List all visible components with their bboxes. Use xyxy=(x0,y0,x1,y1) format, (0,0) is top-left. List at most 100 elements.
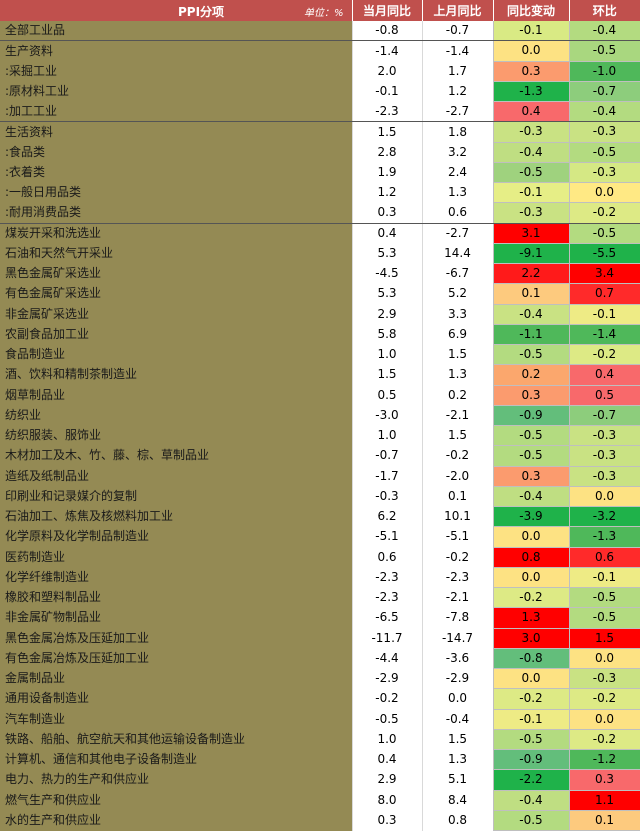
table-row: 化学纤维制造业 -2.3 -2.3 0.0 -0.1 xyxy=(0,567,640,589)
row-current-yoy: 8.0 xyxy=(351,790,422,811)
table-row: :采掘工业 2.0 1.7 0.3 -1.0 xyxy=(0,61,640,82)
table-title: PPI分项 xyxy=(178,5,225,19)
header-prev-yoy: 上月同比 xyxy=(422,0,494,21)
header-mom: 环比 xyxy=(569,0,640,21)
row-prev-yoy: 1.2 xyxy=(421,81,493,102)
row-name: :衣着类 xyxy=(0,162,352,183)
row-yoy-change: -0.1 xyxy=(492,21,569,42)
row-name: 非金属矿采选业 xyxy=(0,304,352,325)
row-yoy-change: -0.9 xyxy=(492,405,569,427)
row-yoy-change: 0.3 xyxy=(492,61,569,82)
table-row: 水的生产和供应业 0.3 0.8 -0.5 0.1 xyxy=(0,810,640,831)
row-yoy-change: -0.2 xyxy=(492,587,569,609)
row-prev-yoy: -2.9 xyxy=(421,668,493,689)
row-current-yoy: -2.3 xyxy=(351,101,422,123)
row-yoy-change: -0.4 xyxy=(492,790,569,811)
row-prev-yoy: -5.1 xyxy=(421,526,493,547)
row-prev-yoy: 1.5 xyxy=(421,729,493,750)
row-yoy-change: 0.0 xyxy=(492,668,569,690)
row-yoy-change: -0.5 xyxy=(492,810,569,831)
header-name-cell: PPI分项 单位：% xyxy=(0,0,353,21)
row-yoy-change: 0.3 xyxy=(492,385,569,406)
table-row: 金属制品业 -2.9 -2.9 0.0 -0.3 xyxy=(0,668,640,690)
row-current-yoy: -1.7 xyxy=(351,466,422,487)
row-name: 有色金属矿采选业 xyxy=(0,283,352,304)
row-prev-yoy: 1.3 xyxy=(421,749,493,770)
row-mom: 0.0 xyxy=(568,709,640,730)
row-yoy-change: -0.4 xyxy=(492,142,569,163)
row-current-yoy: 5.3 xyxy=(351,283,422,304)
row-name: 金属制品业 xyxy=(0,668,352,689)
row-prev-yoy: -0.7 xyxy=(421,21,493,42)
row-mom: -5.5 xyxy=(568,243,640,265)
row-name: 化学纤维制造业 xyxy=(0,567,352,588)
row-mom: -1.2 xyxy=(568,749,640,771)
row-name: 造纸及纸制品业 xyxy=(0,466,352,487)
header-current-yoy: 当月同比 xyxy=(352,0,423,21)
row-mom: -0.1 xyxy=(568,304,640,325)
row-current-yoy: 1.2 xyxy=(351,182,422,203)
table-row: 石油和天然气开采业 5.3 14.4 -9.1 -5.5 xyxy=(0,243,640,265)
row-prev-yoy: 0.6 xyxy=(421,202,493,224)
row-mom: -3.2 xyxy=(568,506,640,528)
row-prev-yoy: 0.0 xyxy=(421,688,493,709)
row-current-yoy: 1.0 xyxy=(351,729,422,750)
row-mom: -0.7 xyxy=(568,81,640,103)
row-current-yoy: 0.5 xyxy=(351,385,422,406)
table-row: 汽车制造业 -0.5 -0.4 -0.1 0.0 xyxy=(0,709,640,730)
row-yoy-change: 3.1 xyxy=(492,223,569,244)
row-current-yoy: -11.7 xyxy=(351,628,422,649)
row-prev-yoy: 2.4 xyxy=(421,162,493,183)
row-yoy-change: -9.1 xyxy=(492,243,569,265)
row-yoy-change: -0.1 xyxy=(492,182,569,204)
table-row: 黑色金属冶炼及压延加工业 -11.7 -14.7 3.0 1.5 xyxy=(0,628,640,649)
row-yoy-change: 0.3 xyxy=(492,466,569,487)
row-mom: -0.3 xyxy=(568,445,640,467)
row-name: 石油加工、炼焦及核燃料加工业 xyxy=(0,506,352,527)
row-mom: -0.3 xyxy=(568,425,640,447)
row-current-yoy: 2.9 xyxy=(351,304,422,325)
table-row: 生产资料 -1.4 -1.4 0.0 -0.5 xyxy=(0,40,640,62)
row-mom: 1.1 xyxy=(568,790,640,811)
row-current-yoy: 1.0 xyxy=(351,344,422,365)
row-name: 水的生产和供应业 xyxy=(0,810,352,831)
row-name: 橡胶和塑料制品业 xyxy=(0,587,352,608)
row-prev-yoy: -0.2 xyxy=(421,445,493,466)
row-yoy-change: -0.5 xyxy=(492,162,569,184)
row-current-yoy: -0.3 xyxy=(351,486,422,507)
row-yoy-change: 0.4 xyxy=(492,101,569,123)
table-row: :一般日用品类 1.2 1.3 -0.1 0.0 xyxy=(0,182,640,204)
row-mom: -0.5 xyxy=(568,587,640,609)
row-yoy-change: 0.0 xyxy=(492,40,569,62)
row-mom: 0.6 xyxy=(568,547,640,568)
row-current-yoy: -0.5 xyxy=(351,709,422,730)
row-prev-yoy: 3.3 xyxy=(421,304,493,325)
row-mom: 1.5 xyxy=(568,628,640,649)
row-mom: 0.3 xyxy=(568,769,640,791)
row-yoy-change: 1.3 xyxy=(492,607,569,629)
table-row: 木材加工及木、竹、藤、棕、草制品业 -0.7 -0.2 -0.5 -0.3 xyxy=(0,445,640,467)
row-prev-yoy: 5.2 xyxy=(421,283,493,304)
row-name: 非金属矿物制品业 xyxy=(0,607,352,628)
row-name: 生活资料 xyxy=(0,121,352,142)
row-current-yoy: 1.5 xyxy=(351,121,422,142)
row-name: :食品类 xyxy=(0,142,352,163)
row-current-yoy: 1.9 xyxy=(351,162,422,183)
row-name: :一般日用品类 xyxy=(0,182,352,203)
row-name: 医药制造业 xyxy=(0,547,352,568)
table-row: 橡胶和塑料制品业 -2.3 -2.1 -0.2 -0.5 xyxy=(0,587,640,609)
row-name: 通用设备制造业 xyxy=(0,688,352,709)
row-mom: -0.4 xyxy=(568,21,640,42)
row-current-yoy: -3.0 xyxy=(351,405,422,426)
row-name: 黑色金属矿采选业 xyxy=(0,263,352,284)
row-name: 汽车制造业 xyxy=(0,709,352,730)
table-row: 燃气生产和供应业 8.0 8.4 -0.4 1.1 xyxy=(0,790,640,811)
row-name: 煤炭开采和洗选业 xyxy=(0,223,352,244)
row-mom: -0.5 xyxy=(568,40,640,62)
row-name: 燃气生产和供应业 xyxy=(0,790,352,811)
row-yoy-change: 0.1 xyxy=(492,283,569,305)
row-name: 铁路、船舶、航空航天和其他运输设备制造业 xyxy=(0,729,352,750)
row-prev-yoy: -6.7 xyxy=(421,263,493,284)
row-current-yoy: 0.6 xyxy=(351,547,422,568)
row-prev-yoy: -1.4 xyxy=(421,40,493,61)
